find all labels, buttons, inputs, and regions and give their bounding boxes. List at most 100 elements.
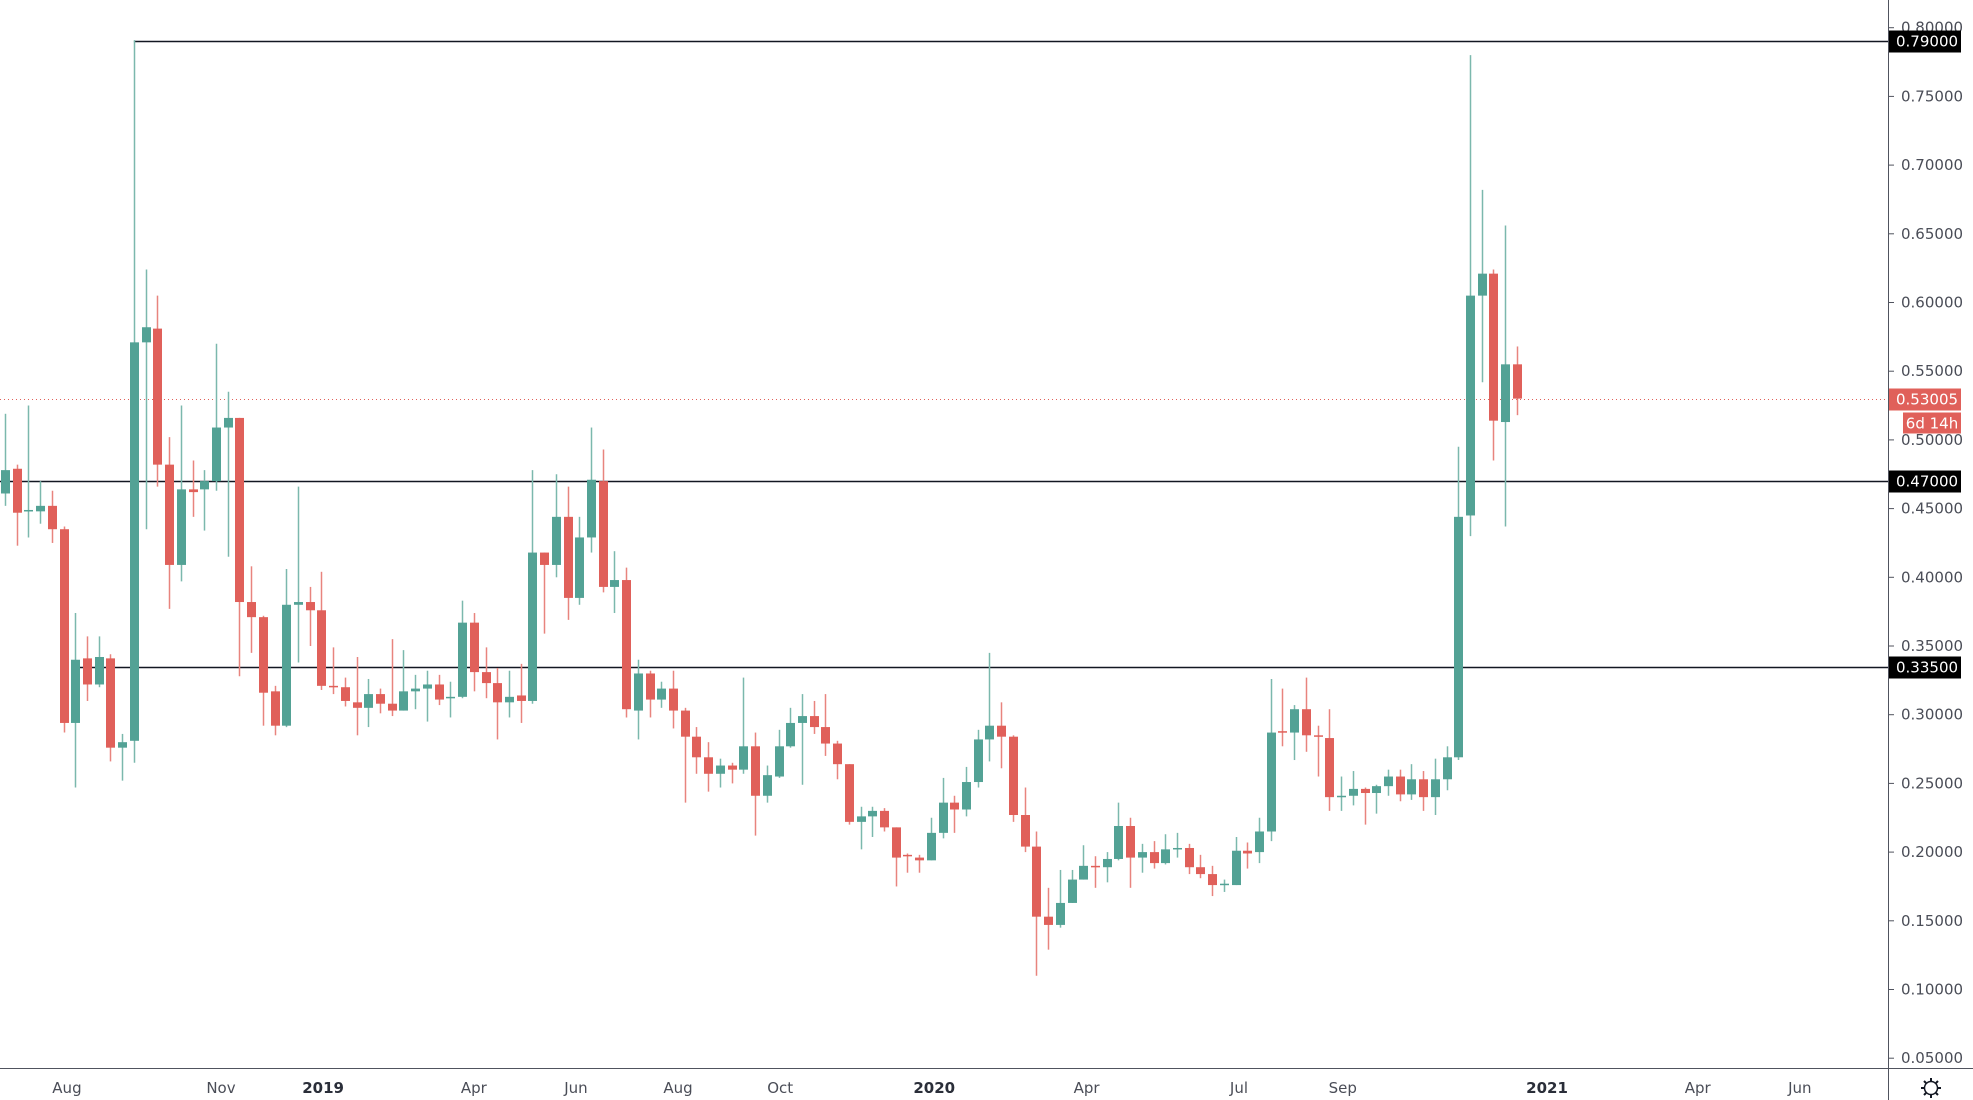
candle-down[interactable] <box>599 449 608 593</box>
candle-up[interactable] <box>423 670 432 722</box>
candle-down[interactable] <box>83 636 92 701</box>
settings-gear-icon[interactable] <box>1921 1078 1941 1098</box>
candle-up[interactable] <box>587 427 596 553</box>
candle-down[interactable] <box>1489 269 1498 461</box>
candle-up[interactable] <box>36 481 45 524</box>
candle-down[interactable] <box>1126 817 1135 888</box>
candle-up[interactable] <box>200 470 209 531</box>
candle-down[interactable] <box>692 727 701 774</box>
candle-down[interactable] <box>271 685 280 736</box>
candle-up[interactable] <box>212 343 221 491</box>
candle-up[interactable] <box>1384 769 1393 796</box>
candle-down[interactable] <box>341 677 350 707</box>
candle-down[interactable] <box>482 647 491 699</box>
candle-down[interactable] <box>517 663 526 723</box>
candle-up[interactable] <box>939 777 948 839</box>
candle-up[interactable] <box>716 758 725 788</box>
candle-up[interactable] <box>1337 776 1346 811</box>
candle-up[interactable] <box>857 806 866 850</box>
candle-down[interactable] <box>353 656 362 736</box>
candle-down[interactable] <box>48 490 57 543</box>
candle-up[interactable] <box>1 413 10 506</box>
time-axis[interactable]: Aug Nov 2019 Apr Jun Aug Oct 2020 Apr Jul Sep 2021 A… <box>52 1079 1811 1097</box>
candle-up[interactable] <box>118 733 127 781</box>
candle-up[interactable] <box>130 40 139 763</box>
candle-up[interactable] <box>775 729 784 778</box>
candle-up[interactable] <box>868 806 877 837</box>
candle-up[interactable] <box>282 569 291 728</box>
candle-up[interactable] <box>1443 746 1452 791</box>
candle-down[interactable] <box>880 808 889 832</box>
candle-down[interactable] <box>13 464 22 546</box>
candle-up[interactable] <box>552 474 561 578</box>
candle-down[interactable] <box>153 295 162 487</box>
candle-down[interactable] <box>1419 771 1428 811</box>
candle-up[interactable] <box>927 817 936 861</box>
candle-down[interactable] <box>1314 725 1323 777</box>
candle-down[interactable] <box>915 854 924 873</box>
candle-down[interactable] <box>189 460 198 517</box>
candle-down[interactable] <box>681 707 690 803</box>
candle-down[interactable] <box>1196 854 1205 879</box>
candle-down[interactable] <box>1208 865 1217 897</box>
candle-down[interactable] <box>435 674 444 706</box>
candle-down[interactable] <box>845 764 854 825</box>
candle-down[interactable] <box>833 740 842 780</box>
candle-down[interactable] <box>470 613 479 692</box>
candle-down[interactable] <box>646 670 655 718</box>
candle-up[interactable] <box>1161 834 1170 865</box>
candle-up[interactable] <box>1220 879 1229 892</box>
candle-down[interactable] <box>950 795 959 833</box>
candle-down[interactable] <box>317 571 326 690</box>
candle-down[interactable] <box>810 700 819 734</box>
candle-up[interactable] <box>224 391 233 557</box>
candle-up[interactable] <box>1349 771 1358 806</box>
candle-up[interactable] <box>1454 446 1463 761</box>
candle-up[interactable] <box>294 486 303 663</box>
candle-down[interactable] <box>1396 769 1405 802</box>
candle-up[interactable] <box>364 678 373 728</box>
candle-down[interactable] <box>622 567 631 718</box>
candle-up[interactable] <box>974 729 983 788</box>
candle-down[interactable] <box>903 853 912 873</box>
candle-up[interactable] <box>1466 55 1475 537</box>
candle-down[interactable] <box>1021 787 1030 853</box>
candle-up[interactable] <box>1478 189 1487 383</box>
candle-up[interactable] <box>411 674 420 710</box>
candle-up[interactable] <box>71 613 80 788</box>
candle-down[interactable] <box>1009 735 1018 822</box>
candle-down[interactable] <box>1243 842 1252 869</box>
candle-down[interactable] <box>564 486 573 620</box>
candle-down[interactable] <box>892 827 901 887</box>
candle-down[interactable] <box>60 526 69 733</box>
candle-up[interactable] <box>177 405 186 582</box>
candle-down[interactable] <box>165 437 174 609</box>
candle-down[interactable] <box>1361 787 1370 825</box>
candle-up[interactable] <box>24 405 33 538</box>
candle-down[interactable] <box>1302 677 1311 752</box>
candle-down[interactable] <box>821 694 830 756</box>
candle-up[interactable] <box>575 516 584 605</box>
candle-up[interactable] <box>798 694 807 785</box>
candle-down[interactable] <box>329 647 338 695</box>
candle-up[interactable] <box>985 652 994 762</box>
candle-down[interactable] <box>728 762 737 784</box>
candle-down[interactable] <box>1185 843 1194 875</box>
candle-up[interactable] <box>739 677 748 774</box>
candle-up[interactable] <box>446 681 455 718</box>
candle-up[interactable] <box>1372 784 1381 814</box>
candle-up[interactable] <box>763 765 772 803</box>
candle-down[interactable] <box>997 702 1006 769</box>
candle-up[interactable] <box>634 659 643 740</box>
candle-up[interactable] <box>1232 836 1241 886</box>
candle-up[interactable] <box>505 670 514 718</box>
candle-down[interactable] <box>540 552 549 634</box>
candle-down[interactable] <box>235 417 244 677</box>
candle-up[interactable] <box>458 600 467 699</box>
candle-up[interactable] <box>1138 843 1147 873</box>
candle-up[interactable] <box>610 551 619 614</box>
candle-up[interactable] <box>1056 869 1065 928</box>
candle-down[interactable] <box>1044 887 1053 950</box>
candle-up[interactable] <box>1114 802 1123 861</box>
